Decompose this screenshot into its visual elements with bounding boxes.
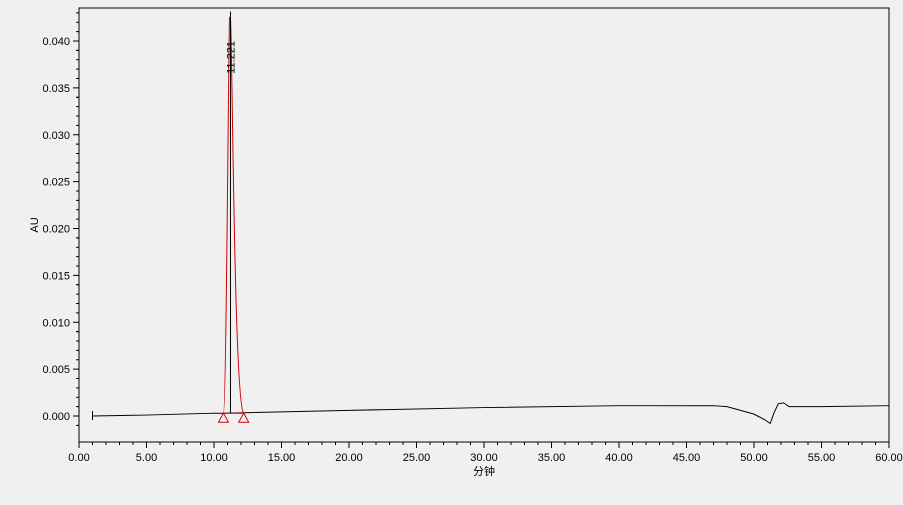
x-tick-label: 0.00 (68, 452, 89, 464)
x-tick-label: 25.00 (403, 452, 431, 464)
x-tick-label: 35.00 (538, 452, 566, 464)
y-tick-label: 0.005 (42, 364, 70, 376)
x-tick-label: 60.00 (875, 452, 903, 464)
x-tick-label: 55.00 (808, 452, 836, 464)
x-tick-label: 45.00 (673, 452, 701, 464)
x-tick-label: 10.00 (200, 452, 228, 464)
y-tick-label: 0.035 (42, 83, 70, 95)
x-tick-label: 15.00 (268, 452, 296, 464)
peak-boundary-marker (217, 412, 230, 423)
plot-area (78, 7, 890, 443)
peak-label: 11.221 (225, 41, 237, 74)
y-tick-label: 0.040 (42, 36, 70, 48)
y-tick-label: 0.030 (42, 130, 70, 142)
x-axis-label: 分钟 (473, 464, 495, 478)
y-tick-label: 0.010 (42, 317, 70, 329)
x-axis: 0.00 5.00 10.00 15.00 20.00 25.00 30.00 35.00 40… (68, 442, 903, 464)
y-axis-label: AU (29, 217, 41, 232)
y-axis: 0.000 0.005 0.010 0.015 0.020 0.025 0.030 0.035… (42, 12, 79, 426)
y-tick-label: 0.000 (42, 411, 70, 423)
y-tick-label: 0.025 (42, 177, 70, 189)
y-tick-label: 0.020 (42, 224, 70, 236)
x-tick-label: 5.00 (136, 452, 157, 464)
x-tick-label: 30.00 (470, 452, 498, 464)
y-tick-label: 0.015 (42, 270, 70, 282)
x-tick-label: 20.00 (335, 452, 363, 464)
peak-boundary-marker (237, 412, 250, 423)
x-tick-label: 50.00 (740, 452, 768, 464)
x-tick-label: 40.00 (605, 452, 633, 464)
